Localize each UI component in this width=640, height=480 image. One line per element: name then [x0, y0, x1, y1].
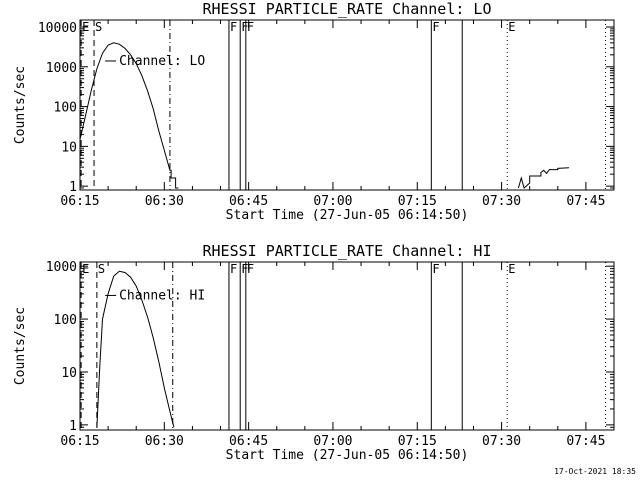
plot-timestamp: 17-Oct-2021 18:35	[554, 467, 636, 476]
marker-label: E	[508, 20, 515, 34]
x-tick-label: 06:30	[145, 194, 184, 209]
y-tick-label: 10	[61, 366, 77, 381]
x-tick-label: 07:30	[482, 194, 521, 209]
marker-label: F	[432, 20, 439, 34]
series-label: Channel: HI	[119, 288, 205, 303]
x-tick-label: 06:15	[60, 194, 99, 209]
x-tick-label: 07:45	[566, 194, 605, 209]
chart-title: RHESSI PARTICLE_RATE Channel: HI	[203, 242, 492, 260]
y-tick-label: 1	[69, 419, 77, 434]
x-tick-label: 07:15	[398, 194, 437, 209]
marker-label: F	[230, 262, 237, 276]
x-tick-label: 06:30	[145, 434, 184, 449]
x-axis-label: Start Time (27-Jun-05 06:14:50)	[226, 208, 469, 223]
marker-label: E	[508, 262, 515, 276]
x-tick-label: 06:45	[229, 194, 268, 209]
series-line	[96, 270, 175, 428]
plot-frame	[79, 19, 615, 191]
y-tick-label: 1	[69, 180, 77, 195]
y-tick-label: 10000	[38, 21, 77, 36]
series-label: Channel: LO	[119, 54, 205, 69]
x-tick-label: 07:00	[313, 194, 352, 209]
series-line	[517, 167, 570, 189]
x-tick-label: 07:00	[313, 434, 352, 449]
x-axis-label: Start Time (27-Jun-05 06:14:50)	[226, 448, 469, 463]
marker-label: E	[82, 20, 89, 34]
y-tick-label: 10	[61, 140, 77, 155]
x-tick-label: 07:45	[566, 434, 605, 449]
y-tick-label: 1000	[46, 260, 77, 275]
x-tick-label: 06:15	[60, 434, 99, 449]
marker-label: F	[247, 20, 254, 34]
chart-title: RHESSI PARTICLE_RATE Channel: LO	[203, 0, 492, 18]
y-axis-label: Counts/sec	[13, 66, 28, 144]
series-line	[79, 42, 179, 189]
chart-panel-lo: RHESSI PARTICLE_RATE Channel: LO 06:15 06:…	[13, 0, 615, 223]
marker-label: F	[432, 262, 439, 276]
marker-label: F	[241, 262, 248, 276]
x-tick-label: 06:45	[229, 434, 268, 449]
x-tick-label: 07:30	[482, 434, 521, 449]
y-tick-label: 1000	[46, 61, 77, 76]
marker-label: E	[82, 262, 89, 276]
marker-label: S	[98, 262, 105, 276]
y-tick-label: 100	[54, 101, 77, 116]
marker-label: F	[230, 20, 237, 34]
marker-label: S	[95, 20, 102, 34]
marker-label: F	[247, 262, 254, 276]
y-axis-label: Counts/sec	[13, 307, 28, 385]
chart-panel-hi: RHESSI PARTICLE_RATE Channel: HI 06:15 06:…	[13, 242, 615, 463]
y-tick-label: 100	[54, 313, 77, 328]
x-tick-label: 07:15	[398, 434, 437, 449]
plot-frame	[79, 261, 615, 431]
marker-label: F	[241, 20, 248, 34]
